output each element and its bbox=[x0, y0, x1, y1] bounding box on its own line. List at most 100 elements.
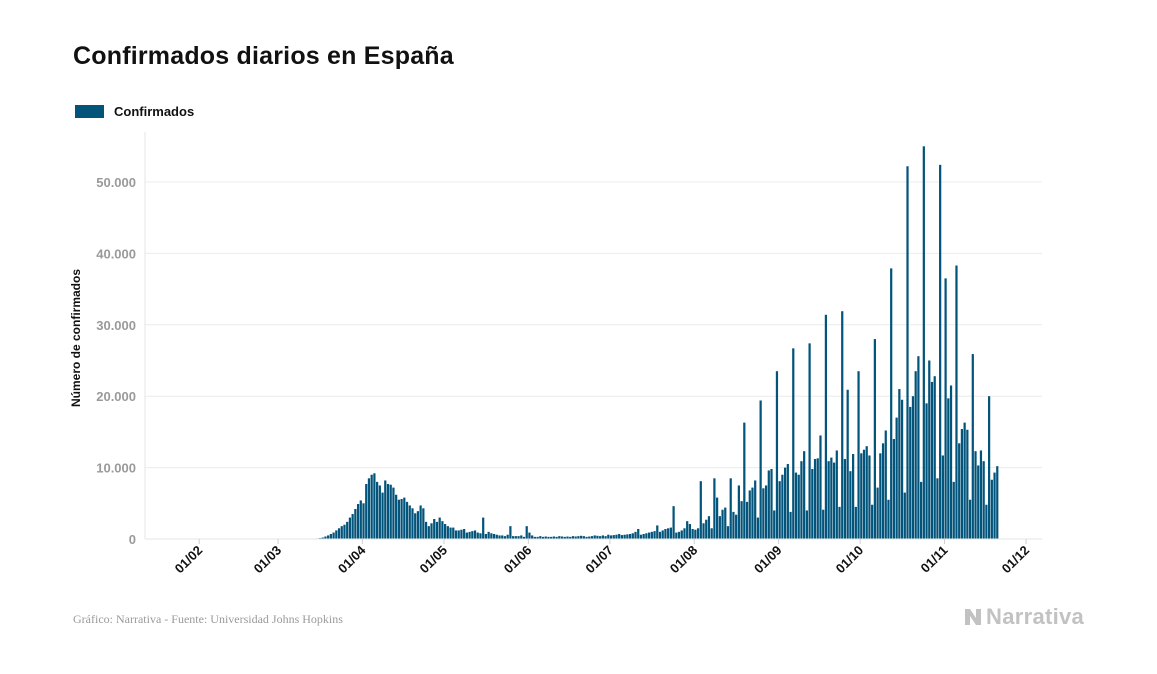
bar bbox=[745, 501, 749, 539]
bar bbox=[381, 492, 384, 539]
bar bbox=[794, 472, 798, 539]
bar bbox=[397, 499, 400, 539]
bar bbox=[492, 534, 496, 539]
bar bbox=[552, 536, 556, 539]
bar bbox=[784, 467, 787, 539]
bar bbox=[514, 536, 517, 539]
bar bbox=[495, 534, 498, 539]
y-tick-label: 10.000 bbox=[96, 461, 136, 476]
bar bbox=[386, 484, 390, 539]
bar bbox=[571, 536, 575, 539]
bar bbox=[868, 455, 871, 539]
bar bbox=[702, 523, 705, 539]
bar bbox=[596, 535, 599, 539]
bar bbox=[427, 526, 430, 539]
bar bbox=[930, 381, 934, 539]
bar bbox=[843, 459, 847, 539]
bar bbox=[599, 536, 602, 539]
bar bbox=[384, 480, 387, 539]
bar bbox=[566, 536, 569, 539]
x-tick-label: 01/07 bbox=[582, 543, 616, 577]
bar bbox=[816, 458, 819, 539]
bar bbox=[803, 451, 806, 539]
y-tick-label: 20.000 bbox=[96, 389, 136, 404]
bar bbox=[800, 461, 803, 539]
bar bbox=[612, 535, 615, 539]
bar bbox=[865, 446, 868, 539]
bar bbox=[607, 534, 610, 539]
bar bbox=[416, 511, 420, 539]
bar bbox=[509, 526, 512, 539]
bar bbox=[683, 528, 686, 539]
bar bbox=[732, 511, 735, 539]
bar bbox=[838, 506, 841, 539]
bar bbox=[819, 435, 822, 539]
bar bbox=[941, 455, 944, 539]
bar bbox=[721, 509, 724, 539]
bar bbox=[580, 535, 583, 539]
bar bbox=[974, 451, 977, 539]
bar bbox=[830, 457, 833, 539]
bar bbox=[628, 534, 632, 539]
bar bbox=[705, 519, 708, 539]
brand-name: Narrativa bbox=[986, 604, 1085, 629]
y-tick-label: 40.000 bbox=[96, 246, 136, 261]
bar bbox=[966, 429, 969, 539]
bar bbox=[582, 536, 585, 539]
narrativa-logo-icon bbox=[965, 609, 981, 625]
x-tick-label: 01/04 bbox=[335, 542, 369, 576]
brand-logo: Narrativa bbox=[963, 604, 1084, 630]
bar bbox=[860, 453, 863, 539]
x-tick-label: 01/09 bbox=[751, 543, 785, 577]
bar bbox=[696, 528, 700, 539]
bar bbox=[656, 525, 659, 539]
bar bbox=[808, 343, 811, 539]
bar bbox=[680, 530, 683, 539]
bar bbox=[446, 526, 449, 539]
bar bbox=[876, 487, 879, 539]
bar bbox=[786, 464, 789, 539]
bar bbox=[419, 505, 422, 539]
bar bbox=[327, 535, 330, 539]
bar bbox=[378, 485, 381, 539]
bar bbox=[737, 485, 740, 539]
bar bbox=[811, 469, 814, 539]
bar bbox=[960, 429, 964, 539]
x-tick-label: 01/12 bbox=[999, 543, 1033, 577]
bar bbox=[884, 430, 887, 539]
bar bbox=[813, 459, 817, 539]
bar bbox=[963, 422, 966, 539]
bar bbox=[414, 513, 417, 539]
bar bbox=[631, 533, 634, 539]
bar bbox=[824, 314, 828, 539]
bar bbox=[465, 532, 468, 539]
bar-series-confirmados bbox=[302, 146, 999, 539]
bar bbox=[547, 536, 550, 539]
bar bbox=[340, 526, 343, 539]
bar bbox=[618, 534, 621, 539]
bar bbox=[454, 530, 458, 539]
bar bbox=[971, 354, 974, 539]
bar bbox=[857, 371, 860, 539]
legend: Confirmados bbox=[75, 104, 194, 119]
bar bbox=[977, 465, 980, 539]
bar bbox=[370, 474, 373, 539]
bar bbox=[748, 490, 751, 539]
bar bbox=[827, 461, 830, 539]
bar bbox=[914, 371, 917, 539]
bar bbox=[400, 499, 403, 539]
bar bbox=[634, 531, 637, 539]
y-tick-label: 0 bbox=[129, 532, 136, 547]
bar bbox=[574, 536, 577, 539]
bar bbox=[321, 537, 324, 539]
bar bbox=[479, 533, 482, 539]
bar bbox=[615, 534, 618, 539]
bar bbox=[710, 528, 713, 539]
y-tick-label: 30.000 bbox=[96, 318, 136, 333]
bar bbox=[675, 532, 678, 539]
bar bbox=[550, 536, 553, 539]
bar bbox=[362, 503, 365, 539]
bar bbox=[944, 278, 947, 539]
